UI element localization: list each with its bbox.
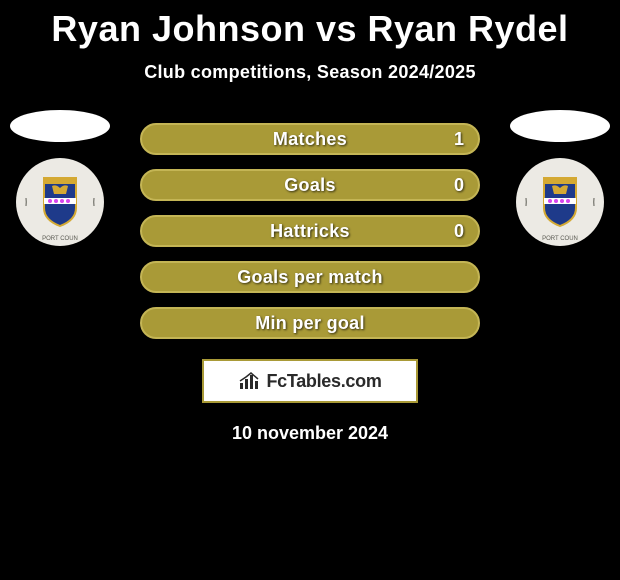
stat-label: Matches [273, 129, 347, 150]
svg-text:PORT COUN: PORT COUN [42, 236, 78, 242]
logo-text: FcTables.com [266, 371, 381, 392]
stat-label: Goals per match [237, 267, 383, 288]
stat-row-goals-per-match: Goals per match [140, 261, 480, 293]
player-right-crest: PORT COUN [510, 110, 610, 210]
stat-value-right: 0 [454, 175, 464, 196]
player-head-silhouette [10, 110, 110, 142]
page-title: Ryan Johnson vs Ryan Rydel [51, 8, 568, 50]
shield-icon: PORT COUN [516, 158, 604, 246]
shield-icon: PORT COUN [16, 158, 104, 246]
club-badge-right: PORT COUN [516, 158, 604, 246]
stat-label: Min per goal [255, 313, 365, 334]
stats-panel: Matches 1 Goals 0 Hattricks 0 Goals per … [140, 123, 480, 339]
subtitle: Club competitions, Season 2024/2025 [144, 62, 476, 83]
player-head-silhouette [510, 110, 610, 142]
stat-row-min-per-goal: Min per goal [140, 307, 480, 339]
bar-chart-icon [238, 371, 262, 391]
stat-value-right: 1 [454, 129, 464, 150]
stat-value-right: 0 [454, 221, 464, 242]
date-text: 10 november 2024 [232, 423, 388, 444]
stat-row-goals: Goals 0 [140, 169, 480, 201]
club-badge-left: PORT COUN [16, 158, 104, 246]
fctables-logo: FcTables.com [202, 359, 418, 403]
svg-text:PORT COUN: PORT COUN [542, 236, 578, 242]
stat-row-hattricks: Hattricks 0 [140, 215, 480, 247]
stat-label: Goals [284, 175, 336, 196]
player-left-crest: PORT COUN [10, 110, 110, 210]
stat-label: Hattricks [270, 221, 350, 242]
stat-row-matches: Matches 1 [140, 123, 480, 155]
